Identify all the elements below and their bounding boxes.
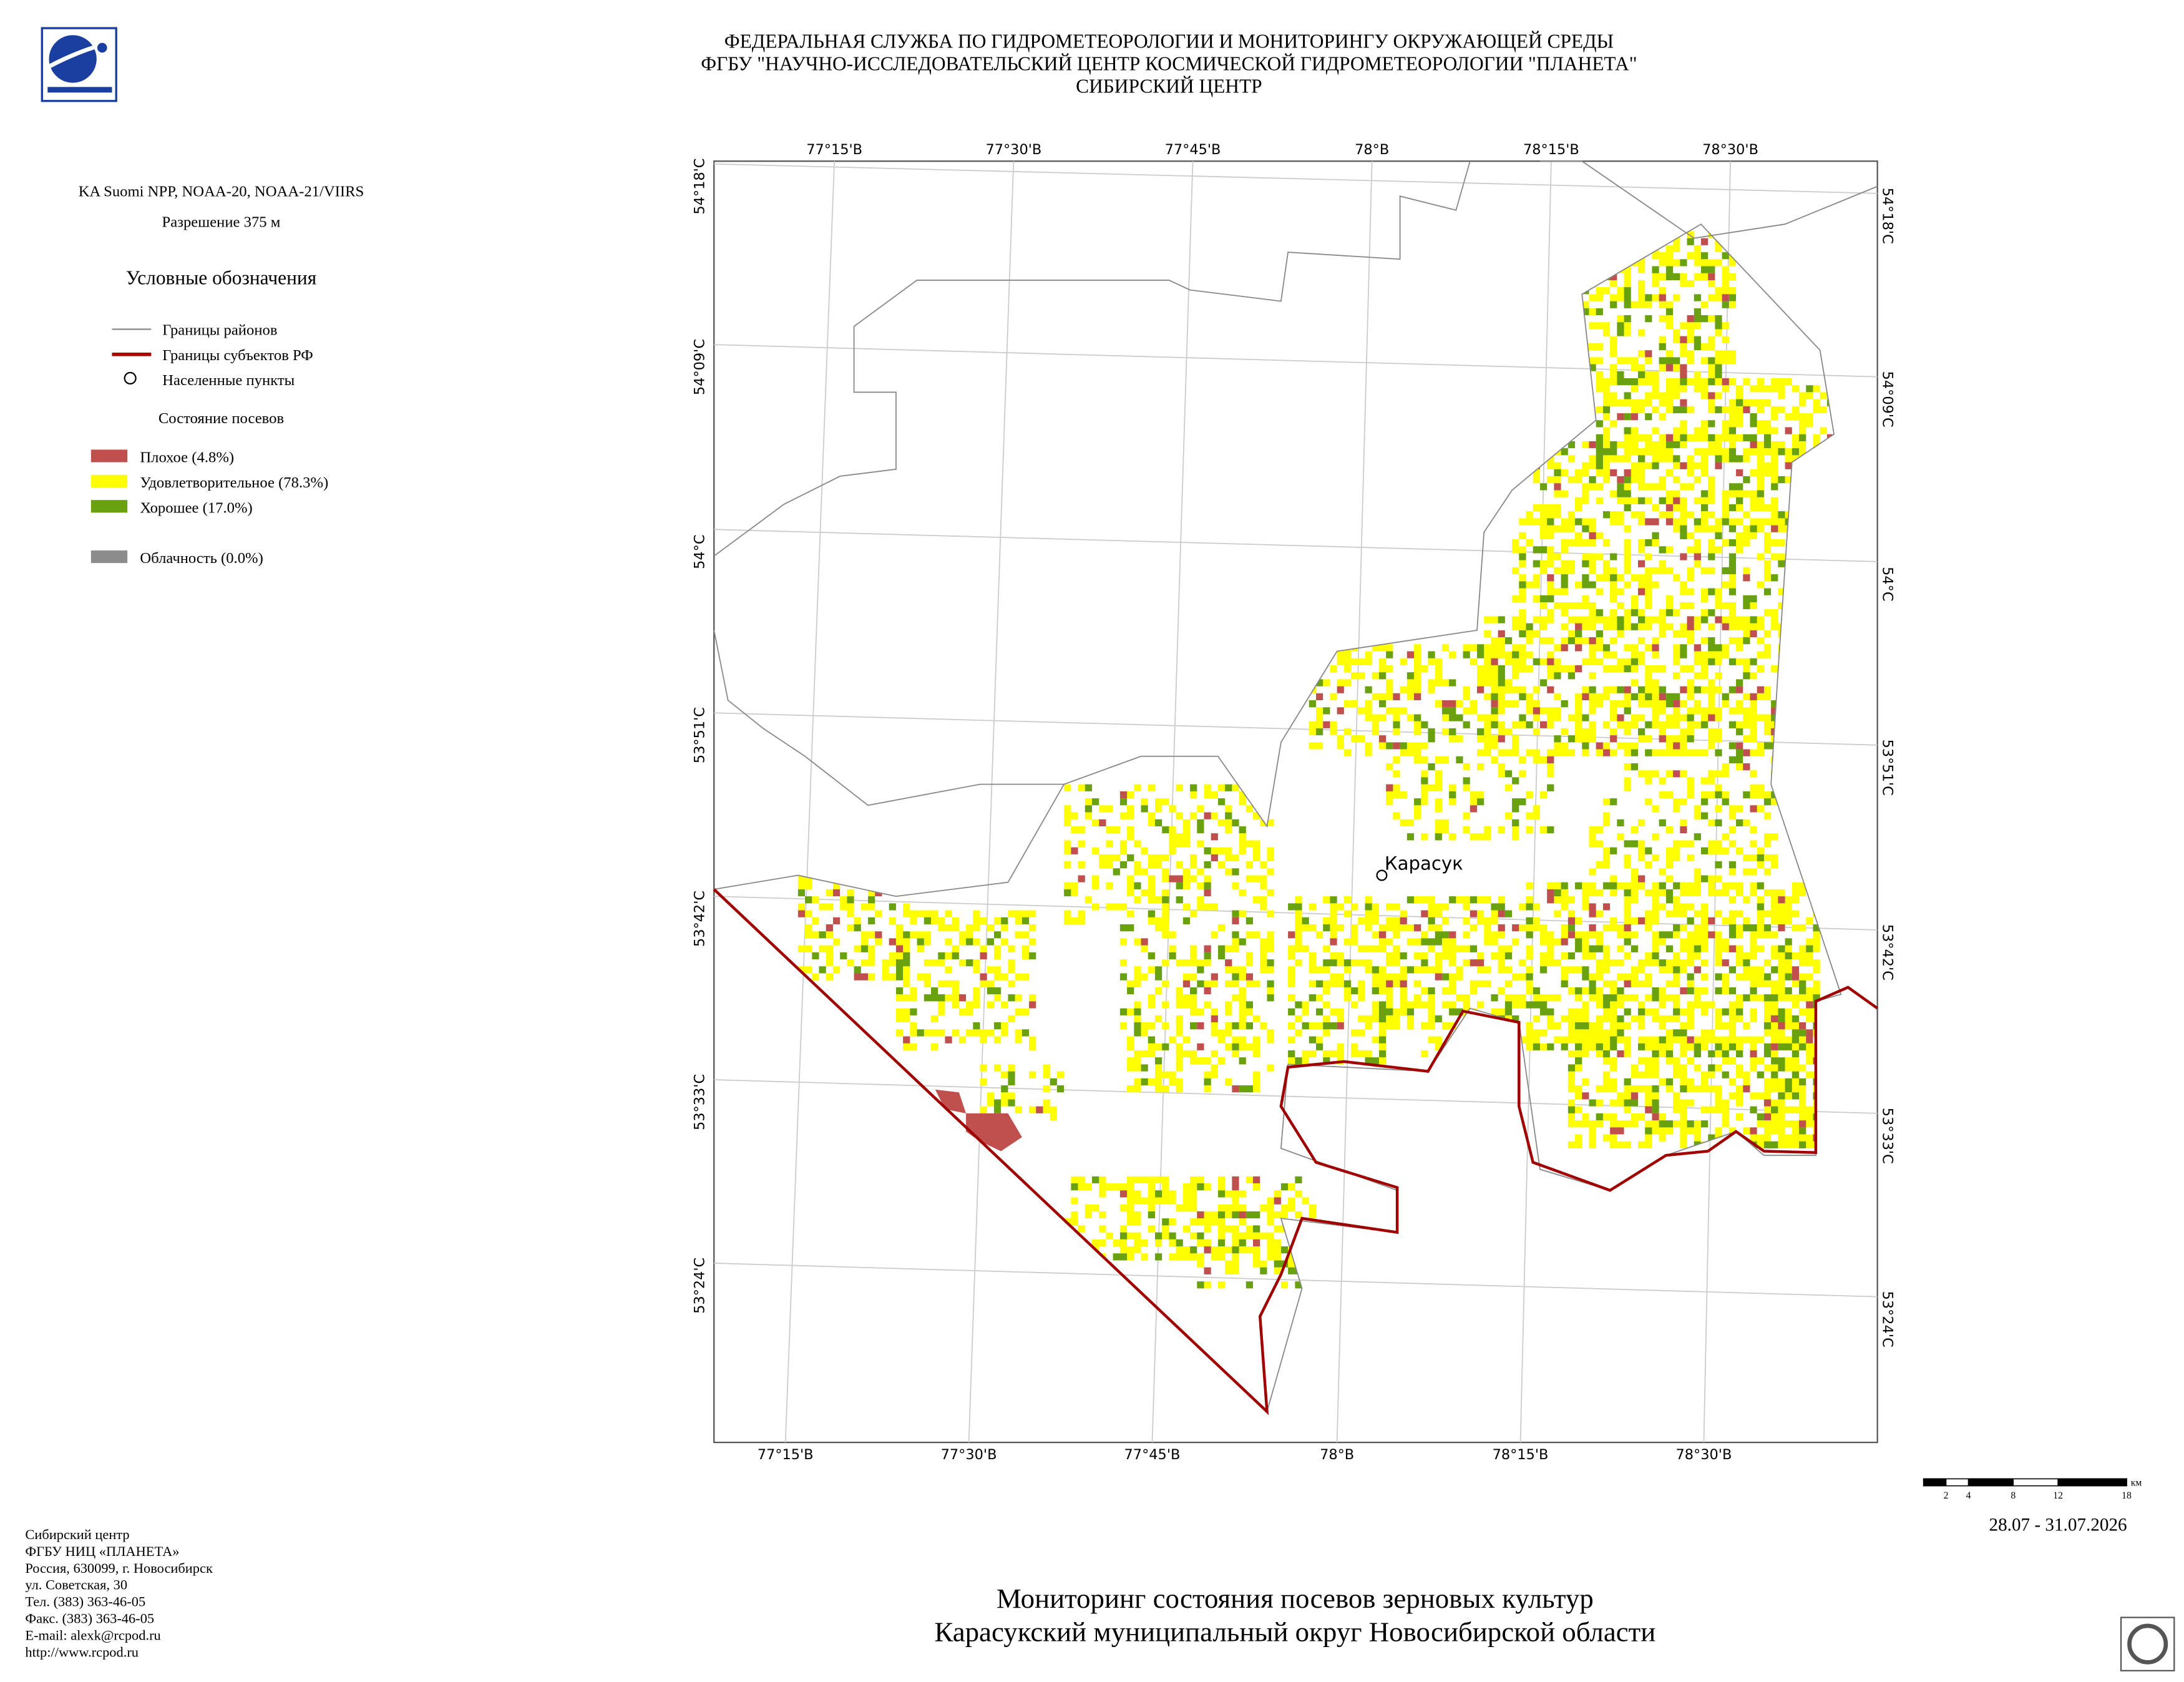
legend-swatch — [90, 449, 128, 462]
lat-label: 53°24'С — [1879, 1291, 1896, 1347]
lat-label: 54°18'С — [1879, 188, 1896, 244]
lat-label: 54°С — [1879, 567, 1896, 601]
header-line: СИБИРСКИЙ ЦЕНТР — [1076, 75, 1262, 97]
lon-label: 78°30'В — [1676, 1447, 1732, 1463]
lat-label: 53°33'С — [1879, 1108, 1896, 1164]
district-boundary — [1539, 160, 1878, 239]
legend-label: Облачность (0.0%) — [140, 550, 263, 567]
contact-line: E-mail: alexk@rcpod.ru — [25, 1627, 160, 1643]
scale-label: 8 — [2011, 1490, 2016, 1501]
lon-label: 78°В — [1320, 1447, 1354, 1463]
legend-label: Населенные пункты — [162, 372, 295, 389]
header-line: ФГБУ "НАУЧНО-ИССЛЕДОВАТЕЛЬСКИЙ ЦЕНТР КОС… — [701, 52, 1637, 74]
iso-logo — [2120, 1616, 2175, 1671]
lat-label: 54°09'С — [692, 339, 708, 395]
resolution: Разрешение 375 м — [162, 214, 281, 231]
lat-label: 54°С — [692, 534, 708, 569]
district-boundary — [713, 630, 1065, 806]
graticule-line — [968, 161, 1015, 1443]
crop-title: Состояние посевов — [158, 410, 284, 427]
graticule-line — [714, 163, 1878, 194]
lon-label: 78°15'В — [1523, 142, 1579, 158]
lat-label: 53°51'С — [1879, 740, 1896, 796]
region-boundary — [713, 888, 1878, 1416]
contact-line: ФГБУ НИЦ «ПЛАНЕТА» — [25, 1543, 179, 1559]
contact-line: Факс. (383) 363-46-05 — [25, 1611, 154, 1626]
map-title: Карасукский муниципальный округ Новосиби… — [934, 1616, 1655, 1648]
contact-line: http://www.rcpod.ru — [25, 1644, 139, 1660]
legend-swatch — [90, 500, 128, 513]
lon-label: 78°30'В — [1702, 142, 1758, 158]
satellite: KA Suomi NPP, NOAA-20, NOAA-21/VIIRS — [79, 183, 364, 200]
lon-label: 77°30'В — [985, 142, 1041, 158]
contact-line: Россия, 630099, г. Новосибирск — [25, 1560, 213, 1576]
graticule-line — [784, 161, 836, 1443]
legend-label: Границы районов — [162, 321, 277, 338]
scale-label: 2 — [1944, 1490, 1949, 1501]
scale-label: 18 — [2122, 1490, 2132, 1501]
lon-label: 77°30'В — [941, 1447, 997, 1463]
district-boundary — [713, 160, 1471, 557]
map-title: Мониторинг состояния посевов зерновых ку… — [997, 1583, 1594, 1614]
lon-label: 77°15'В — [758, 1447, 814, 1463]
scale-unit: км — [2131, 1478, 2142, 1489]
lon-label: 78°15'В — [1493, 1447, 1549, 1463]
lat-label: 54°09'С — [1879, 371, 1896, 428]
contact-line: Тел. (383) 363-46-05 — [25, 1594, 145, 1610]
legend-label: Удовлетворительное (78.3%) — [140, 474, 328, 491]
graticule-line — [1703, 161, 1731, 1443]
contact-line: Сибирский центр — [25, 1527, 129, 1542]
graticule-line — [1336, 161, 1373, 1443]
legend-swatch — [90, 550, 128, 564]
lat-label: 53°51'С — [692, 707, 708, 763]
poor-field — [935, 1089, 1022, 1151]
lat-label: 53°24'С — [692, 1258, 708, 1314]
good-fields — [797, 231, 1835, 1289]
legend-label: Хорошее (17.0%) — [140, 499, 252, 516]
legend-title: Условные обозначения — [126, 267, 316, 289]
lon-label: 77°45'В — [1124, 1447, 1181, 1463]
lat-label: 54°18'С — [692, 159, 708, 215]
logo — [41, 27, 117, 102]
scale-label: 12 — [2053, 1490, 2063, 1501]
lat-label: 53°42'С — [1879, 924, 1896, 980]
lon-label: 77°15'В — [806, 142, 862, 158]
legend-label: Границы субъектов РФ — [162, 347, 313, 364]
lon-label: 77°45'В — [1165, 142, 1221, 158]
lat-label: 53°33'С — [692, 1074, 708, 1130]
city-marker — [1376, 869, 1388, 881]
scale-bar — [1923, 1478, 2127, 1487]
legend-swatch — [124, 371, 137, 385]
graticule-line — [714, 1263, 1878, 1298]
header-line: ФЕДЕРАЛЬНАЯ СЛУЖБА ПО ГИДРОМЕТЕОРОЛОГИИ … — [724, 31, 1614, 52]
legend-label: Плохое (4.8%) — [140, 449, 234, 466]
lat-label: 53°42'С — [692, 891, 708, 947]
date: 28.07 - 31.07.2026 — [1989, 1515, 2127, 1535]
contact-line: ул. Советская, 30 — [25, 1577, 127, 1593]
city-label: Карасук — [1385, 853, 1463, 874]
legend-swatch — [90, 474, 128, 487]
lon-label: 78°В — [1355, 142, 1389, 158]
graticule-line — [1519, 161, 1552, 1443]
scale-label: 4 — [1966, 1490, 1971, 1501]
graticule-line — [1151, 161, 1194, 1443]
